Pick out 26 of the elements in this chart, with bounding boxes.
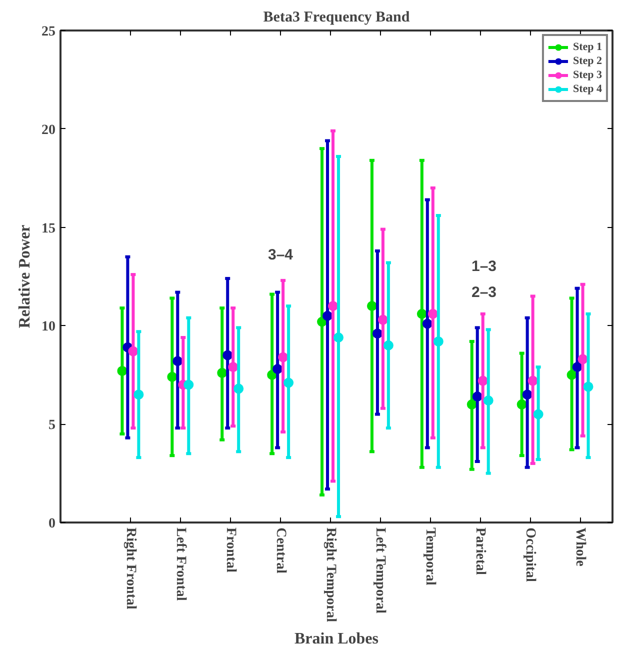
x-tick-label: Left Frontal xyxy=(172,528,188,601)
annotation: 3–4 xyxy=(268,246,294,264)
annotation: 2–3 xyxy=(471,284,497,301)
x-axis-title: Brain Lobes xyxy=(294,630,379,648)
x-tick-label: Central xyxy=(272,528,288,574)
x-tick-label: Temporal xyxy=(422,528,438,586)
x-tick-label: Occipital xyxy=(522,528,538,582)
y-axis-title: Relative Power xyxy=(16,224,34,328)
y-tick-label: 5 xyxy=(48,418,56,434)
legend-label: Step 3 xyxy=(572,68,602,82)
legend-label: Step 2 xyxy=(572,54,602,68)
annotation: 1–3 xyxy=(471,258,497,275)
x-tick-label: Frontal xyxy=(222,528,238,572)
y-tick-label: 0 xyxy=(48,516,56,532)
y-tick-label: 10 xyxy=(42,320,56,335)
legend-label: Step 4 xyxy=(572,82,602,96)
x-tick-label: Right Frontal xyxy=(122,528,138,610)
y-tick-label: 15 xyxy=(42,221,56,236)
x-tick-label: Right Temporal xyxy=(322,528,338,622)
chart-title: Beta3 Frequency Band xyxy=(263,10,410,26)
x-tick-label: Left Temporal xyxy=(372,528,388,614)
y-tick-label: 25 xyxy=(42,24,56,40)
legend-label: Step 1 xyxy=(572,40,602,54)
y-tick-label: 20 xyxy=(42,122,56,138)
x-tick-label: Parietal xyxy=(472,528,488,576)
x-tick-label: Whole xyxy=(572,528,588,566)
